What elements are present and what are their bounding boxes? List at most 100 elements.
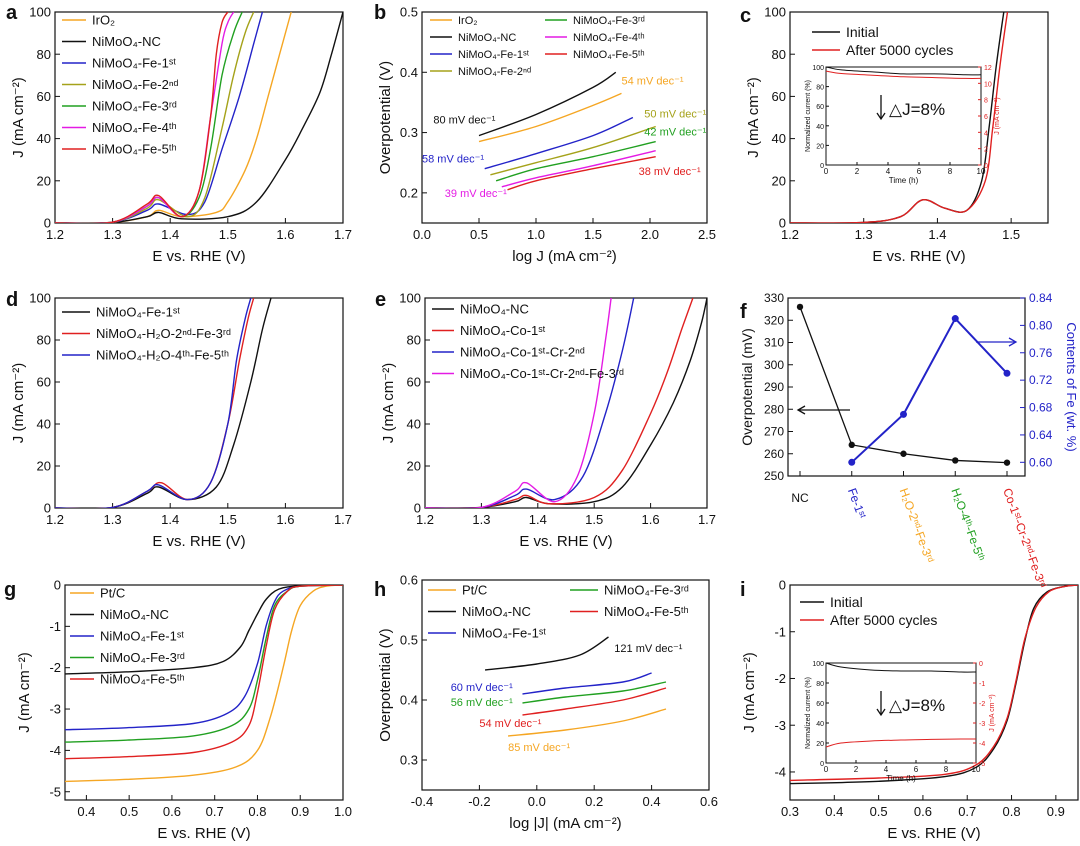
- inset-series-line: [825, 738, 977, 748]
- y-tick-label: 270: [764, 425, 784, 439]
- y-tick-label: 80: [407, 333, 421, 348]
- y-tick-label: 260: [764, 447, 784, 461]
- y-tick-label: 40: [37, 417, 51, 432]
- x-tick-label: 1.4: [928, 227, 946, 242]
- x-axis-label: E vs. RHE (V): [872, 248, 965, 265]
- x-tick-label: 1.6: [276, 227, 294, 242]
- x-tick-label: 1.2: [46, 227, 64, 242]
- tafel-slope-label: 121 mV dec⁻¹: [614, 643, 683, 655]
- y-tick-label: 0.5: [400, 633, 418, 648]
- x-tick-label: 1.5: [1002, 227, 1020, 242]
- inset-y-tick-label: 40: [816, 124, 824, 131]
- series-line: [55, 298, 272, 508]
- y-tick-label: 100: [764, 5, 786, 20]
- x-axis-label: E vs. RHE (V): [157, 825, 250, 842]
- tafel-slope-label: 58 mV dec⁻¹: [422, 154, 484, 166]
- legend-label: NiMoO₄-Fe-5ᵗʰ: [573, 49, 645, 61]
- x-tick-label: 0.9: [291, 804, 309, 819]
- inset-y2-tick-label: -1: [979, 681, 985, 688]
- legend-label: NiMoO₄-Fe-5ᵗʰ: [92, 142, 177, 157]
- x-tick-label: 1.5: [219, 512, 237, 527]
- x-tick-label: 0.0: [528, 794, 546, 809]
- y-tick-label: -4: [774, 765, 786, 780]
- series-group: [478, 71, 656, 191]
- inset-y2-tick-label: 10: [984, 81, 992, 88]
- legend-label: NiMoO₄-Fe-1ˢᵗ: [100, 629, 184, 644]
- tafel-slope-label: 56 mV dec⁻¹: [451, 697, 513, 709]
- y-tick-label: 330: [764, 291, 784, 305]
- panel-letter: c: [740, 5, 751, 27]
- series-line: [425, 298, 694, 508]
- y-tick-label: 20: [407, 459, 421, 474]
- series-line: [508, 708, 667, 737]
- x-tick-label: 1.2: [46, 512, 64, 527]
- x-tick-label: 0.8: [1002, 804, 1020, 819]
- y-tick-label: 0.2: [400, 185, 418, 200]
- series-line: [65, 585, 343, 731]
- x-tick-label: -0.2: [468, 794, 490, 809]
- x-tick-label: 0.7: [958, 804, 976, 819]
- x-tick-label: 2.0: [641, 227, 659, 242]
- tafel-slope-label: 54 mV dec⁻¹: [479, 718, 541, 730]
- panel-letter: f: [740, 301, 747, 323]
- x-tick-label: 1.4: [161, 512, 179, 527]
- data-point: [848, 458, 856, 466]
- inset-x-label: Time (h): [889, 176, 919, 185]
- x-tick-label: 0.6: [914, 804, 932, 819]
- panel-letter: e: [375, 289, 386, 311]
- legend-label: IrO₂: [92, 13, 115, 28]
- y-tick-label: 20: [37, 459, 51, 474]
- x-tick-label: 0.9: [1047, 804, 1065, 819]
- chart-panel-d: 1.2 1.3 1.4 1.5 1.6 1.7 0 20 40 60 80 100 E vs. RHE …: [10, 291, 352, 550]
- y-tick-label: 60: [772, 89, 786, 104]
- series-line: [55, 12, 229, 223]
- legend-label: NiMoO₄-Fe-5ᵗʰ: [100, 672, 185, 687]
- legend-label: NiMoO₄-Co-1ˢᵗ-Cr-2ⁿᵈ-Fe-3ʳᵈ: [460, 366, 624, 381]
- x-tick-label: 2.5: [698, 227, 716, 242]
- inset-y2-tick-label: 0: [979, 661, 983, 668]
- tafel-slope-label: 85 mV dec⁻¹: [508, 742, 570, 754]
- series-line: [507, 156, 656, 191]
- legend-label: NiMoO₄-Fe-3ʳᵈ: [92, 99, 177, 114]
- data-point: [952, 457, 959, 464]
- plot-frame: [64, 584, 344, 801]
- tafel-slope-label: 80 mV dec⁻¹: [433, 115, 495, 127]
- legend-label: NiMoO₄-Co-1ˢᵗ-Cr-2ⁿᵈ: [460, 345, 585, 360]
- y-tick-label: 0: [414, 501, 421, 516]
- series-line: [55, 12, 343, 223]
- data-point: [796, 303, 804, 311]
- series-group: [65, 585, 343, 783]
- x-tick-label: 0.4: [643, 794, 661, 809]
- x-tick-label: 1.4: [529, 512, 547, 527]
- y-tick-label: 40: [407, 417, 421, 432]
- legend-label: NiMoO₄-Fe-3ʳᵈ: [604, 583, 689, 598]
- series-line: [522, 672, 652, 695]
- inset-series-line: [825, 662, 977, 673]
- y-tick-label: 310: [764, 336, 784, 350]
- chart-panel-g: 0.4 0.5 0.6 0.7 0.8 0.9 1.0 0 -1 -2 -3 -4 -5 E vs. RH…: [16, 578, 352, 842]
- y-tick-label: 320: [764, 313, 784, 327]
- chart-panel-h: -0.4 -0.2 0.0 0.2 0.4 0.6 0.3 0.4 0.5 0.6 log |J| …: [377, 573, 718, 832]
- y-tick-label: 80: [772, 47, 786, 62]
- category-label: Co-1ˢᵗ-Cr-2ⁿᵈ-Fe-3ʳᵈ: [1000, 486, 1049, 590]
- data-point: [900, 450, 907, 457]
- x-tick-label: 1.4: [161, 227, 179, 242]
- category-label: H₂O-4ᵗʰ-Fe-5ᵗʰ: [948, 486, 987, 563]
- x-tick-label: 0.4: [77, 804, 95, 819]
- x-axis-label: E vs. RHE (V): [152, 533, 245, 550]
- series-line: [851, 316, 1008, 464]
- arrow-head-icon: [876, 112, 886, 121]
- plot-frame: [789, 11, 1049, 224]
- x-tick-label: -0.4: [411, 794, 433, 809]
- inset-y-label: Normalized current (%): [805, 80, 812, 152]
- series-group: [55, 298, 272, 508]
- inset-x-tick-label: 4: [886, 167, 891, 176]
- series-line: [55, 298, 252, 508]
- y-tick-label: 0: [44, 216, 51, 231]
- legend-label: Pt/C: [100, 586, 125, 601]
- x-tick-label: 1.0: [527, 227, 545, 242]
